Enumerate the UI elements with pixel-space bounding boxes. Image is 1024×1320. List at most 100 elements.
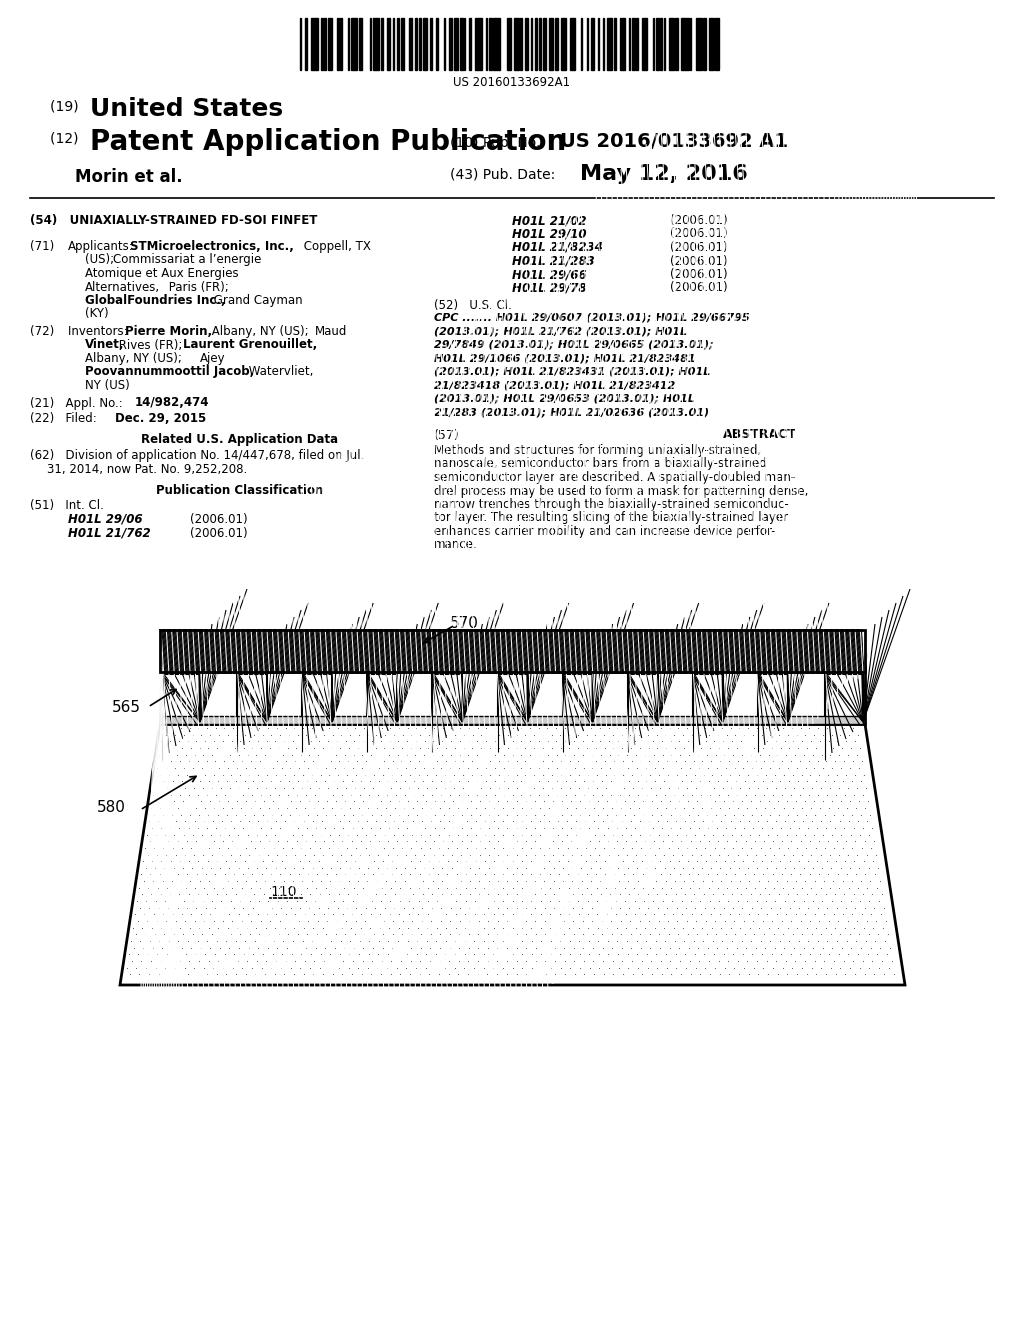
Bar bbox=[325, 18, 326, 70]
Bar bbox=[381, 18, 383, 70]
Text: (72): (72) bbox=[30, 325, 54, 338]
Text: (2006.01): (2006.01) bbox=[670, 255, 728, 268]
Bar bbox=[464, 18, 465, 70]
Bar bbox=[570, 18, 574, 70]
Text: (2006.01): (2006.01) bbox=[670, 227, 728, 240]
Bar bbox=[238, 675, 267, 722]
Bar bbox=[305, 18, 307, 70]
Text: GlobalFoundries Inc.,: GlobalFoundries Inc., bbox=[85, 294, 225, 308]
Text: tor layer. The resulting slicing of the biaxially-strained layer: tor layer. The resulting slicing of the … bbox=[434, 511, 788, 524]
Polygon shape bbox=[120, 723, 905, 985]
Bar bbox=[387, 18, 390, 70]
Text: (2006.01): (2006.01) bbox=[190, 527, 248, 540]
Text: (43) Pub. Date:: (43) Pub. Date: bbox=[450, 168, 555, 182]
Text: Grand Cayman: Grand Cayman bbox=[210, 294, 303, 308]
Text: Applicants:: Applicants: bbox=[68, 240, 134, 253]
Bar bbox=[710, 18, 714, 70]
Text: 21/283 (2013.01); H01L 21/02636 (2013.01): 21/283 (2013.01); H01L 21/02636 (2013.01… bbox=[434, 407, 710, 417]
Text: Coppell, TX: Coppell, TX bbox=[300, 240, 371, 253]
Text: 570: 570 bbox=[450, 616, 479, 631]
Bar bbox=[561, 18, 566, 70]
Bar bbox=[469, 18, 471, 70]
Bar bbox=[655, 18, 659, 70]
Bar bbox=[543, 18, 546, 70]
Text: H01L 21/762: H01L 21/762 bbox=[68, 527, 151, 540]
Bar bbox=[642, 18, 647, 70]
Text: (71): (71) bbox=[30, 240, 54, 253]
Text: (2006.01): (2006.01) bbox=[190, 513, 248, 525]
Bar bbox=[311, 18, 318, 70]
Text: (KY): (KY) bbox=[85, 308, 109, 321]
Bar bbox=[494, 18, 501, 70]
Text: mance.: mance. bbox=[434, 539, 477, 552]
Bar bbox=[162, 715, 863, 723]
Bar bbox=[498, 675, 527, 722]
Text: Inventors:: Inventors: bbox=[68, 325, 131, 338]
Text: Laurent Grenouillet,: Laurent Grenouillet, bbox=[183, 338, 317, 351]
Text: Rives (FR);: Rives (FR); bbox=[115, 338, 186, 351]
Text: (52)   U.S. Cl.: (52) U.S. Cl. bbox=[434, 300, 512, 312]
Text: (21)   Appl. No.:: (21) Appl. No.: bbox=[30, 396, 130, 409]
Bar bbox=[432, 675, 463, 722]
Bar bbox=[690, 18, 691, 70]
Bar bbox=[703, 18, 706, 70]
Text: (US);: (US); bbox=[85, 253, 118, 267]
Text: Alternatives,: Alternatives, bbox=[85, 281, 160, 293]
Bar bbox=[598, 18, 599, 70]
Bar bbox=[419, 18, 421, 70]
Text: H01L 21/8234: H01L 21/8234 bbox=[512, 242, 603, 253]
Bar bbox=[669, 18, 674, 70]
Bar bbox=[675, 18, 678, 70]
Text: (2013.01); H01L 21/823431 (2013.01); H01L: (2013.01); H01L 21/823431 (2013.01); H01… bbox=[434, 367, 711, 376]
Bar bbox=[696, 18, 702, 70]
Bar bbox=[621, 18, 625, 70]
Text: (2013.01); H01L 21/762 (2013.01); H01L: (2013.01); H01L 21/762 (2013.01); H01L bbox=[434, 326, 687, 337]
Text: (22)   Filed:: (22) Filed: bbox=[30, 412, 127, 425]
Bar bbox=[629, 18, 630, 70]
Text: 565: 565 bbox=[112, 700, 141, 715]
Bar bbox=[530, 18, 532, 70]
Bar bbox=[507, 18, 511, 70]
Bar bbox=[460, 18, 463, 70]
Text: May 12, 2016: May 12, 2016 bbox=[580, 164, 748, 183]
Text: STMicroelectronics, Inc.,: STMicroelectronics, Inc., bbox=[130, 240, 294, 253]
Text: NY (US): NY (US) bbox=[85, 379, 130, 392]
Text: Commissariat a l’energie: Commissariat a l’energie bbox=[113, 253, 261, 267]
Text: (2006.01): (2006.01) bbox=[670, 214, 728, 227]
Bar bbox=[435, 18, 438, 70]
Text: US 2016/0133692 A1: US 2016/0133692 A1 bbox=[560, 132, 788, 150]
Text: Poovannummoottil Jacob,: Poovannummoottil Jacob, bbox=[85, 366, 254, 379]
Bar bbox=[475, 18, 482, 70]
Bar bbox=[321, 18, 324, 70]
Bar bbox=[351, 18, 357, 70]
Bar bbox=[396, 18, 399, 70]
Text: semiconductor layer are described. A spatially-doubled man-: semiconductor layer are described. A spa… bbox=[434, 471, 796, 484]
Bar bbox=[485, 18, 487, 70]
Text: H01L 29/10: H01L 29/10 bbox=[512, 227, 587, 240]
Bar bbox=[581, 18, 583, 70]
Bar bbox=[540, 18, 541, 70]
Text: (2006.01): (2006.01) bbox=[670, 242, 728, 253]
Bar bbox=[591, 18, 595, 70]
Text: CPC ....... H01L 29/0607 (2013.01); H01L 29/66795: CPC ....... H01L 29/0607 (2013.01); H01L… bbox=[434, 313, 750, 322]
Text: Vinet,: Vinet, bbox=[85, 338, 125, 351]
Text: Methods and structures for forming uniaxially-strained,: Methods and structures for forming uniax… bbox=[434, 444, 761, 457]
Text: United States: United States bbox=[90, 96, 283, 121]
Text: 31, 2014, now Pat. No. 9,252,208.: 31, 2014, now Pat. No. 9,252,208. bbox=[47, 462, 247, 475]
Bar bbox=[628, 675, 657, 722]
Text: narrow trenches through the biaxially-strained semiconduc-: narrow trenches through the biaxially-st… bbox=[434, 498, 788, 511]
Text: nanoscale, semiconductor bars from a biaxially-strained: nanoscale, semiconductor bars from a bia… bbox=[434, 458, 767, 470]
Text: H01L 29/06: H01L 29/06 bbox=[68, 513, 142, 525]
Text: Albany, NY (US);: Albany, NY (US); bbox=[85, 352, 185, 366]
Text: Paris (FR);: Paris (FR); bbox=[165, 281, 228, 293]
Bar bbox=[549, 18, 553, 70]
Bar bbox=[368, 675, 397, 722]
Bar bbox=[415, 18, 418, 70]
Bar bbox=[454, 18, 458, 70]
Bar bbox=[693, 675, 723, 722]
Text: Ajey: Ajey bbox=[200, 352, 225, 366]
Text: drel process may be used to form a mask for patterning dense,: drel process may be used to form a mask … bbox=[434, 484, 808, 498]
Bar bbox=[603, 18, 604, 70]
Bar bbox=[562, 675, 593, 722]
Bar bbox=[160, 630, 865, 672]
